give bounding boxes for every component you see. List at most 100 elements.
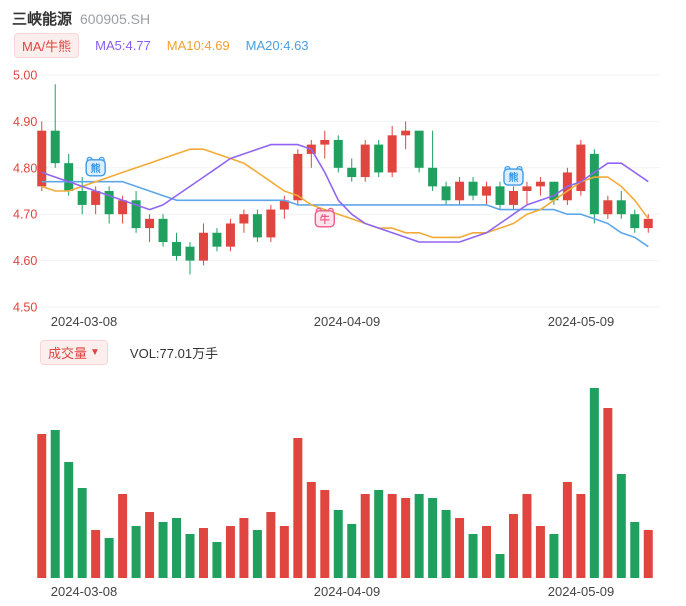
- x-axis-label: 2024-04-09: [314, 584, 381, 599]
- volume-bar: [347, 524, 357, 578]
- volume-bar: [239, 518, 249, 578]
- candle: [320, 130, 330, 159]
- volume-bar: [589, 388, 599, 578]
- volume-bar: [508, 514, 518, 578]
- candle: [37, 121, 47, 191]
- volume-bar: [293, 438, 303, 578]
- candle: [441, 181, 451, 205]
- volume-bar: [441, 510, 451, 578]
- candle: [387, 126, 397, 178]
- volume-bar: [64, 462, 74, 578]
- volume-bar: [37, 434, 47, 578]
- candle: [576, 139, 586, 196]
- ma-bullbear-toggle[interactable]: MA/牛熊: [14, 33, 80, 58]
- ma10-legend-value: MA10:4.69: [166, 38, 230, 53]
- bear-signal-icon[interactable]: 熊: [85, 156, 106, 177]
- volume-bar: [360, 494, 370, 578]
- volume-bar: [266, 512, 276, 578]
- volume-bar: [172, 518, 182, 578]
- volume-bar: [630, 522, 640, 578]
- volume-bar: [495, 554, 505, 578]
- candle: [239, 209, 249, 233]
- volume-bar: [279, 526, 289, 578]
- volume-bar: [145, 512, 155, 578]
- volume-bar: [50, 430, 60, 578]
- volume-bar: [118, 494, 128, 578]
- volume-header: 成交量 ▼ VOL:77.01万手: [40, 340, 218, 365]
- volume-bar: [387, 494, 397, 578]
- volume-bar: [77, 488, 87, 578]
- volume-bar: [643, 530, 653, 578]
- candle: [616, 191, 626, 219]
- candle: [131, 191, 141, 233]
- ma5-line: [41, 143, 649, 243]
- candle: [643, 214, 653, 233]
- candle: [158, 214, 168, 247]
- candle: [50, 84, 60, 168]
- volume-bar: [320, 490, 330, 578]
- price-axis-label: 4.80: [13, 161, 37, 175]
- price-axis-label: 4.50: [13, 301, 37, 315]
- volume-bar: [91, 530, 101, 578]
- candle: [77, 177, 87, 215]
- candle: [104, 186, 114, 224]
- svg-text:熊: 熊: [91, 162, 101, 175]
- candle: [603, 195, 613, 219]
- x-axis-label: 2024-04-09: [314, 314, 381, 329]
- candle: [225, 218, 235, 252]
- volume-bar: [131, 526, 141, 578]
- volume-bar: [603, 408, 613, 578]
- candle: [333, 135, 343, 173]
- volume-dropdown-label: 成交量: [48, 346, 88, 361]
- candle: [347, 158, 357, 182]
- candle: [172, 232, 182, 261]
- stock-code: 600905.SH: [80, 11, 151, 27]
- candle: [145, 214, 155, 243]
- svg-text:熊: 熊: [508, 171, 518, 184]
- svg-text:牛: 牛: [320, 213, 330, 226]
- volume-bar: [428, 498, 438, 578]
- ma-legend: MA/牛熊 MA5:4.77 MA10:4.69 MA20:4.63: [14, 33, 309, 58]
- volume-value: VOL:77.01万手: [129, 346, 219, 361]
- volume-bar: [455, 518, 465, 578]
- volume-bar: [198, 528, 208, 578]
- bear-signal-icon[interactable]: 熊: [503, 165, 524, 186]
- candle: [414, 130, 424, 173]
- volume-bar: [414, 494, 424, 578]
- candlestick-chart[interactable]: 5.00 4.90 4.80 4.70 4.60 4.50 熊牛 熊 2024-03-08 202…: [0, 60, 686, 332]
- volume-bar: [482, 526, 492, 578]
- candle: [360, 139, 370, 182]
- candle: [401, 121, 411, 150]
- x-axis-label: 2024-05-09: [548, 314, 615, 329]
- candle: [185, 242, 195, 275]
- volume-chart[interactable]: 2024-03-08 2024-04-09 2024-05-09: [0, 368, 686, 606]
- price-axis-label: 5.00: [13, 69, 37, 83]
- price-axis-label: 4.90: [13, 115, 37, 129]
- candle: [455, 177, 465, 205]
- candle: [198, 223, 208, 266]
- x-axis-label: 2024-05-09: [548, 584, 615, 599]
- volume-bar: [306, 482, 316, 578]
- volume-bar: [535, 526, 545, 578]
- price-axis-label: 4.60: [13, 254, 37, 268]
- candle: [630, 209, 640, 233]
- volume-bar: [104, 538, 114, 578]
- volume-bar: [225, 526, 235, 578]
- volume-bar: [522, 494, 532, 578]
- volume-bar: [185, 534, 195, 578]
- volume-bar: [576, 494, 586, 578]
- volume-bar: [549, 534, 559, 578]
- volume-bar: [468, 534, 478, 578]
- volume-bar: [562, 482, 572, 578]
- bull-signal-icon[interactable]: 牛: [314, 207, 335, 228]
- volume-dropdown[interactable]: 成交量 ▼: [40, 340, 108, 365]
- price-axis-label: 4.70: [13, 208, 37, 222]
- candle: [279, 195, 289, 219]
- volume-bar: [158, 522, 168, 578]
- x-axis-label: 2024-03-08: [51, 314, 118, 329]
- header: 三峡能源 600905.SH: [12, 8, 150, 29]
- candle: [482, 181, 492, 205]
- candle: [522, 181, 532, 205]
- candle: [589, 149, 599, 224]
